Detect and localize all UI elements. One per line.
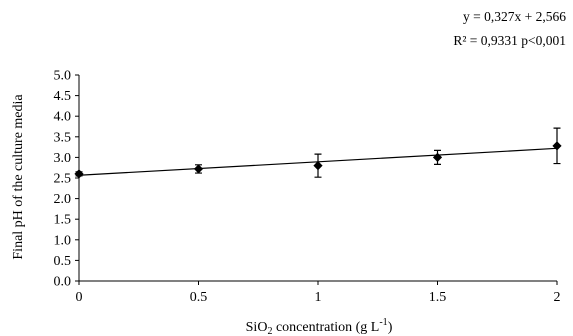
x-tick-label: 0.5 bbox=[190, 290, 208, 305]
y-tick-label: 0.0 bbox=[54, 275, 72, 290]
x-tick-label: 0 bbox=[76, 290, 83, 305]
y-axis-ticks: 0.0 0.5 1.0 1.5 2.0 2.5 3.0 3.5 4.0 4.5 5.0 bbox=[54, 69, 79, 290]
x-axis-title-end: ) bbox=[388, 320, 393, 335]
data-point-marker bbox=[74, 169, 84, 179]
x-axis-title: SiO2 concentration (g L-1) bbox=[246, 317, 393, 336]
y-tick-label: 2.5 bbox=[54, 172, 72, 187]
x-tick-label: 1 bbox=[315, 290, 322, 305]
y-tick-label: 0.5 bbox=[54, 254, 72, 269]
data-points bbox=[74, 141, 562, 179]
x-tick-label: 2 bbox=[554, 290, 561, 305]
y-tick-label: 2.0 bbox=[54, 192, 72, 207]
x-axis-title-middle: concentration (g L bbox=[272, 320, 379, 335]
axes bbox=[78, 75, 557, 282]
r-squared-label: R² = 0,9331 p<0,001 bbox=[453, 33, 566, 48]
trendline-equation: y = 0,327x + 2,566 bbox=[463, 9, 566, 24]
data-point-marker bbox=[313, 161, 323, 171]
y-tick-label: 4.5 bbox=[54, 89, 72, 104]
data-point-marker bbox=[193, 164, 204, 174]
x-axis-title-subscript: 2 bbox=[267, 326, 272, 336]
y-tick-label: 1.0 bbox=[54, 233, 72, 248]
x-tick-label: 1.5 bbox=[429, 290, 447, 305]
y-tick-label: 5.0 bbox=[54, 69, 72, 84]
y-axis-title: Final pH of the culture media bbox=[11, 94, 26, 260]
y-tick-label: 3.5 bbox=[54, 130, 72, 145]
data-point-marker bbox=[552, 141, 562, 151]
x-axis-title-superscript: -1 bbox=[379, 317, 387, 328]
data-point-marker bbox=[432, 152, 443, 162]
y-tick-label: 3.0 bbox=[54, 151, 72, 166]
x-axis-ticks: 0 0.5 1 1.5 2 bbox=[76, 281, 561, 305]
y-tick-label: 4.0 bbox=[54, 110, 72, 125]
y-tick-label: 1.5 bbox=[54, 213, 72, 228]
x-axis-title-main: SiO bbox=[246, 320, 268, 335]
